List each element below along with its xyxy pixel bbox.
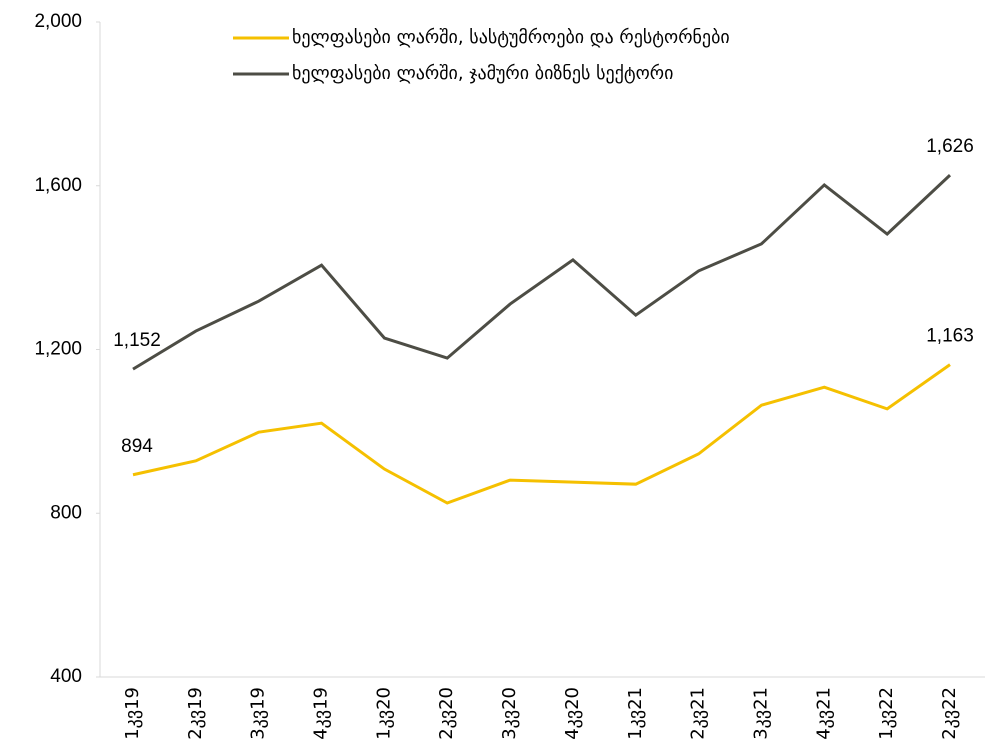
x-tick-label: 4კვ21 <box>813 687 834 740</box>
data-label: 1,626 <box>926 136 974 157</box>
x-tick-label: 1კვ21 <box>625 687 646 740</box>
x-tick-label: 3კვ20 <box>499 687 520 740</box>
legend-label: ხელფასები ლარში, ჯამური ბიზნეს სექტორი <box>292 63 673 84</box>
y-tick-label: 1,600 <box>34 175 82 196</box>
x-tick-label: 2კვ22 <box>939 687 960 740</box>
x-tick-label: 4კვ20 <box>562 687 583 740</box>
legend-label: ხელფასები ლარში, სასტუმროები და რესტორნე… <box>292 27 730 48</box>
x-tick-label: 3კვ19 <box>248 687 269 740</box>
y-tick-label: 1,200 <box>34 339 82 360</box>
series-line <box>132 174 952 371</box>
y-tick-label: 800 <box>50 502 82 523</box>
y-tick-label: 2,000 <box>34 11 82 32</box>
x-tick-label: 1კვ19 <box>122 687 143 740</box>
series-line <box>132 363 951 505</box>
x-tick-label: 1კვ20 <box>373 687 394 740</box>
x-tick-label: 1კვ22 <box>876 687 897 740</box>
data-label: 1,163 <box>926 326 974 347</box>
x-tick-label: 2კვ21 <box>688 687 709 740</box>
y-tick-label: 400 <box>50 666 82 687</box>
x-tick-label: 2კვ20 <box>436 687 457 740</box>
data-label: 1,152 <box>113 330 161 351</box>
x-tick-label: 3კვ21 <box>750 687 771 740</box>
x-tick-label: 4კვ19 <box>311 687 332 740</box>
data-label: 894 <box>121 436 153 457</box>
x-tick-label: 2კვ19 <box>185 687 206 740</box>
